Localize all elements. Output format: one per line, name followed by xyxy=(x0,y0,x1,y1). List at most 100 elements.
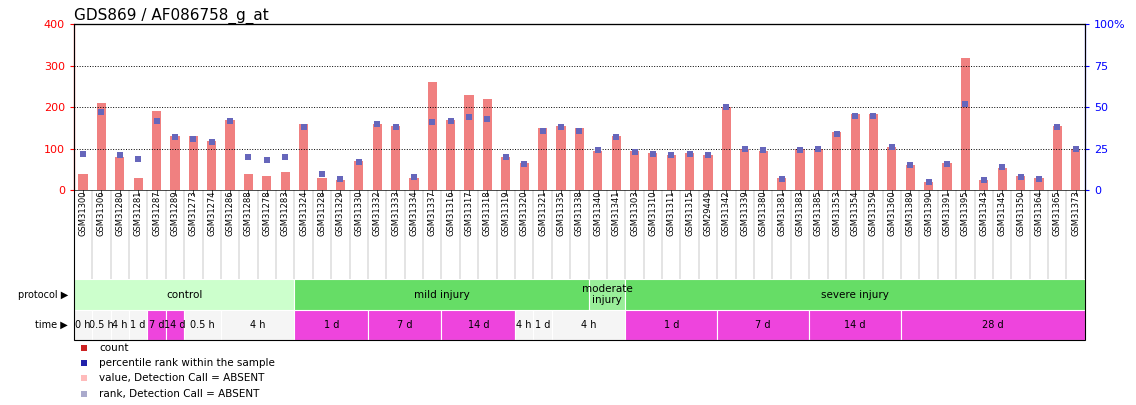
Text: GSM31273: GSM31273 xyxy=(189,190,198,236)
Point xyxy=(312,171,331,177)
Bar xyxy=(391,126,400,190)
Bar xyxy=(1016,176,1025,190)
Bar xyxy=(1034,178,1044,190)
Text: 4 h: 4 h xyxy=(250,320,266,330)
Bar xyxy=(979,180,988,190)
Bar xyxy=(152,111,161,190)
Bar xyxy=(1053,126,1062,190)
Bar xyxy=(851,113,860,190)
Text: GSM31337: GSM31337 xyxy=(428,190,437,236)
Text: GDS869 / AF086758_g_at: GDS869 / AF086758_g_at xyxy=(74,8,268,24)
Text: 4 h: 4 h xyxy=(517,320,532,330)
Text: 7 d: 7 d xyxy=(149,320,165,330)
Text: GSM31310: GSM31310 xyxy=(649,190,658,236)
Point xyxy=(478,116,496,122)
Bar xyxy=(354,161,364,190)
Bar xyxy=(281,172,290,190)
Point xyxy=(846,112,864,119)
Bar xyxy=(961,58,970,190)
Point xyxy=(92,109,110,115)
Bar xyxy=(667,155,676,190)
Point xyxy=(552,124,570,130)
Text: GSM31280: GSM31280 xyxy=(115,190,124,236)
Point xyxy=(75,360,93,367)
Bar xyxy=(901,310,1085,340)
Point xyxy=(130,156,148,162)
Bar xyxy=(148,310,166,340)
Text: GSM31333: GSM31333 xyxy=(391,190,400,236)
Text: 0.5 h: 0.5 h xyxy=(89,320,114,330)
Text: moderate
injury: moderate injury xyxy=(582,284,633,305)
Text: GSM31287: GSM31287 xyxy=(152,190,161,236)
Bar xyxy=(130,310,148,340)
Text: GSM31340: GSM31340 xyxy=(593,190,602,236)
Point xyxy=(901,162,919,168)
Point xyxy=(662,152,680,159)
Bar xyxy=(515,310,534,340)
Point xyxy=(699,152,717,159)
Point xyxy=(222,117,240,124)
Text: GSM31380: GSM31380 xyxy=(759,190,768,236)
Point xyxy=(332,175,350,182)
Text: GSM31329: GSM31329 xyxy=(336,190,345,236)
Text: severe injury: severe injury xyxy=(821,290,889,300)
Point xyxy=(1011,174,1029,180)
Text: GSM31373: GSM31373 xyxy=(1071,190,1080,236)
Text: GSM31385: GSM31385 xyxy=(813,190,822,236)
Bar xyxy=(924,182,933,190)
Text: GSM31324: GSM31324 xyxy=(299,190,308,236)
Text: GSM31395: GSM31395 xyxy=(961,190,970,236)
Text: GSM31342: GSM31342 xyxy=(721,190,730,236)
Point xyxy=(75,375,93,382)
Text: GSM31288: GSM31288 xyxy=(244,190,253,236)
Bar xyxy=(741,149,750,190)
Point xyxy=(1030,175,1049,182)
Bar xyxy=(184,310,220,340)
Text: 28 d: 28 d xyxy=(983,320,1004,330)
Text: 14 d: 14 d xyxy=(165,320,185,330)
Bar xyxy=(759,151,768,190)
Point xyxy=(626,149,644,156)
Text: GSM31332: GSM31332 xyxy=(373,190,382,236)
Bar xyxy=(593,151,602,190)
Text: control: control xyxy=(166,290,202,300)
Point xyxy=(166,134,184,141)
Point xyxy=(386,124,404,130)
Point xyxy=(294,124,312,130)
Point xyxy=(404,174,423,180)
Bar xyxy=(110,310,130,340)
Point xyxy=(350,159,368,165)
Text: GSM31286: GSM31286 xyxy=(226,190,235,236)
Point xyxy=(754,147,772,154)
Bar xyxy=(78,174,87,190)
Text: GSM31306: GSM31306 xyxy=(97,190,106,236)
Text: GSM31318: GSM31318 xyxy=(483,190,492,236)
Point xyxy=(736,145,754,152)
Text: GSM31278: GSM31278 xyxy=(262,190,272,236)
Bar xyxy=(74,310,92,340)
Bar xyxy=(299,124,308,190)
Text: GSM31334: GSM31334 xyxy=(409,190,418,236)
Point xyxy=(74,151,92,157)
Point xyxy=(148,117,166,124)
Point xyxy=(864,112,883,119)
Bar xyxy=(943,163,952,190)
Text: protocol ▶: protocol ▶ xyxy=(18,290,68,300)
Bar xyxy=(552,310,625,340)
Bar xyxy=(115,157,125,190)
Point xyxy=(110,152,128,159)
Text: GSM31330: GSM31330 xyxy=(354,190,364,236)
Text: GSM31321: GSM31321 xyxy=(538,190,548,236)
Bar xyxy=(446,120,456,190)
Bar xyxy=(134,178,143,190)
Bar xyxy=(442,310,515,340)
Point xyxy=(570,127,588,134)
Text: 7 d: 7 d xyxy=(755,320,771,330)
Text: GSM31343: GSM31343 xyxy=(979,190,988,236)
Point xyxy=(276,154,294,160)
Bar xyxy=(483,99,492,190)
Point xyxy=(460,114,478,121)
Point xyxy=(75,390,93,397)
Bar xyxy=(409,178,418,190)
Bar xyxy=(887,147,896,190)
